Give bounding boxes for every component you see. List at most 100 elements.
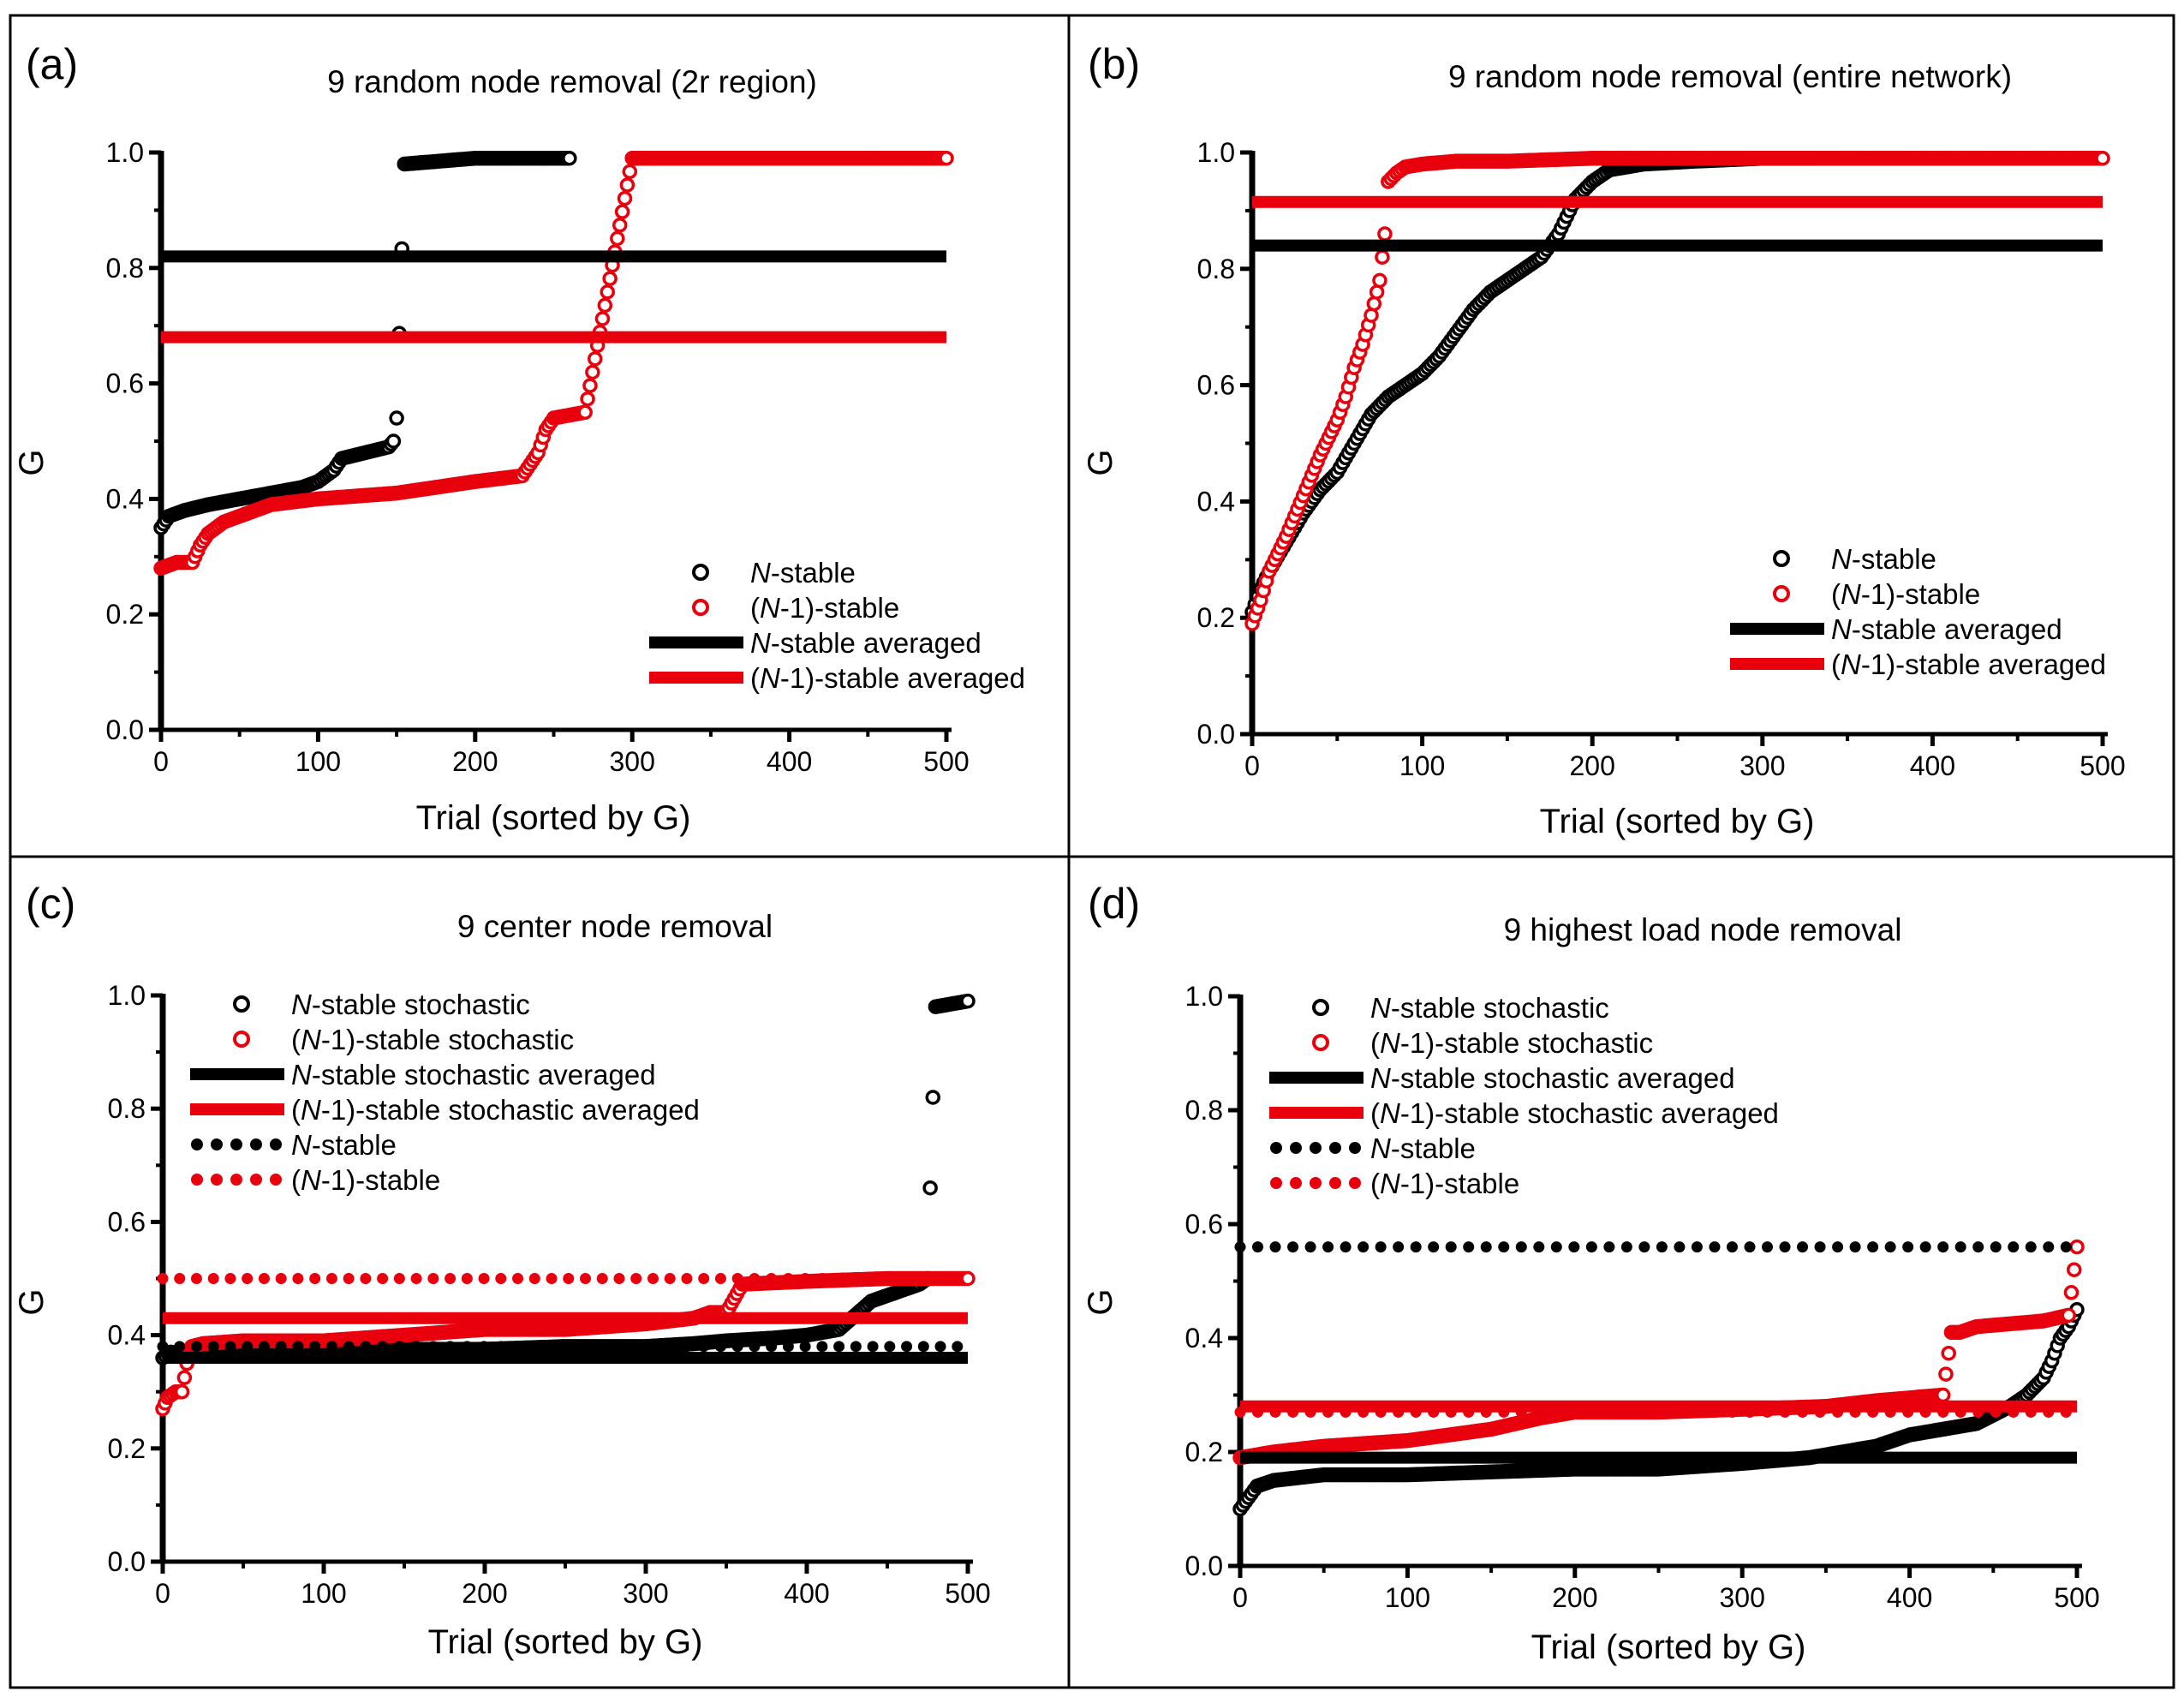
- data-point: [594, 311, 611, 326]
- dotted-line-dot: [749, 1273, 761, 1284]
- dotted-line-dot: [275, 1273, 287, 1284]
- dotted-line-dot: [360, 1273, 372, 1284]
- dotted-line-dot: [934, 1273, 946, 1284]
- x-tick-label: 100: [295, 746, 341, 777]
- data-point: [1935, 1387, 1951, 1403]
- legend-dot: [270, 1174, 282, 1186]
- legend-label-rest: -stable stochastic averaged: [1391, 1062, 1735, 1094]
- x-axis-label: Trial (sorted by G): [428, 1623, 703, 1661]
- legend-label-italic: N: [760, 592, 780, 624]
- data-point: [612, 218, 628, 233]
- dotted-line-dot: [1954, 1406, 1966, 1418]
- dotted-line-dot: [410, 1273, 422, 1284]
- panel-label: (d): [1088, 880, 1140, 928]
- x-tick-label: 500: [923, 746, 969, 777]
- data-point: [1369, 284, 1385, 300]
- dotted-line-dot: [1269, 1241, 1281, 1253]
- legend-label-rest: -1)-stable: [780, 592, 899, 624]
- dotted-line-dot: [1252, 1406, 1264, 1418]
- data-point: [174, 1383, 190, 1400]
- dotted-line-dot: [664, 1273, 676, 1284]
- data-point: [960, 1270, 976, 1287]
- legend-dot: [191, 1174, 203, 1186]
- legend-label-rest: -stable stochastic averaged: [312, 1059, 656, 1091]
- legend-dot: [1329, 1177, 1341, 1189]
- dotted-line-dot: [749, 1341, 761, 1353]
- dotted-line-dot: [884, 1273, 896, 1284]
- legend-label-italic: N: [1831, 543, 1852, 575]
- dotted-line-dot: [1919, 1406, 1931, 1418]
- dotted-line-dot: [1709, 1406, 1721, 1418]
- dotted-line-dot: [190, 1341, 202, 1353]
- legend-label: N-stable stochastic averaged: [1370, 1062, 1735, 1094]
- legend-label-italic: N: [301, 1024, 321, 1055]
- dotted-line-dot: [546, 1273, 558, 1284]
- legend-label-pre: (: [750, 592, 760, 624]
- legend-label: (N-1)-stable: [750, 592, 899, 624]
- panel-b: (b) 9 random node removal (entire network…: [1067, 14, 2175, 858]
- legend-item: (N-1)-stable stochastic averaged: [190, 1094, 700, 1126]
- dotted-line-dot: [1762, 1406, 1774, 1418]
- y-tick-label: 1.0: [106, 137, 144, 168]
- x-tick-label: 400: [784, 1578, 829, 1609]
- dotted-line-dot: [1304, 1241, 1316, 1253]
- x-tick-label: 400: [1887, 1582, 1932, 1613]
- dotted-line-dot: [596, 1341, 608, 1353]
- x-tick-label: 400: [767, 746, 812, 777]
- legend: N-stable stochastic(N-1)-stable stochast…: [1269, 992, 1779, 1199]
- dotted-line-dot: [1393, 1241, 1405, 1253]
- legend-label: N-stable: [750, 557, 856, 589]
- dotted-line-dot: [1533, 1406, 1545, 1418]
- x-tick-label: 200: [462, 1578, 507, 1609]
- dotted-line-dot: [1937, 1241, 1949, 1253]
- data-point: [588, 351, 603, 367]
- dotted-line-dot: [1585, 1241, 1597, 1253]
- dotted-line-dot: [580, 1341, 591, 1353]
- legend-label-pre: (: [291, 1094, 301, 1126]
- data-point: [176, 1370, 193, 1385]
- dotted-line-dot: [207, 1341, 219, 1353]
- dotted-line-dot: [596, 1273, 608, 1284]
- dotted-line-dot: [546, 1341, 558, 1353]
- legend-item: (N-1)-stable stochastic: [1312, 1027, 1653, 1059]
- dotted-line-dot: [242, 1273, 254, 1284]
- data-point: [580, 391, 595, 407]
- dotted-line-dot: [207, 1273, 219, 1284]
- data-point: [960, 993, 976, 1009]
- legend-dot: [1349, 1177, 1361, 1189]
- dotted-line-dot: [1410, 1241, 1422, 1253]
- legend-item: N-stable: [191, 1129, 397, 1161]
- dotted-line-dot: [1797, 1241, 1809, 1253]
- dotted-line-dot: [258, 1273, 270, 1284]
- dotted-line-dot: [1726, 1406, 1738, 1418]
- dotted-line-dot: [1919, 1241, 1931, 1253]
- dotted-line-dot: [1410, 1406, 1422, 1418]
- legend-label: N-stable averaged: [1831, 613, 2062, 645]
- dotted-line-dot: [1990, 1241, 2002, 1253]
- dotted-line-dot: [1867, 1406, 1879, 1418]
- y-tick-label: 0.8: [1185, 1095, 1223, 1126]
- legend-label-pre: (: [1370, 1097, 1380, 1129]
- legend-label-rest: -stable: [1852, 543, 1936, 575]
- legend-label-pre: (: [1370, 1027, 1380, 1059]
- y-tick-label: 0.2: [106, 599, 144, 630]
- data-point: [577, 404, 593, 421]
- dotted-line-dot: [934, 1341, 946, 1353]
- x-tick-label: 200: [1552, 1582, 1597, 1613]
- dotted-line-dot: [1867, 1241, 1879, 1253]
- dotted-line-dot: [1814, 1241, 1826, 1253]
- dotted-line-dot: [1656, 1406, 1668, 1418]
- legend-dot: [1310, 1142, 1322, 1154]
- legend-dot: [1270, 1177, 1282, 1189]
- legend-item: (N-1)-stable stochastic averaged: [1269, 1097, 1779, 1129]
- y-tick-label: 0.6: [106, 368, 144, 399]
- x-tick-label: 0: [1244, 750, 1260, 781]
- data-point: [622, 164, 638, 180]
- data-point: [614, 204, 630, 219]
- dotted-line-dot: [360, 1341, 372, 1353]
- dotted-line-dot: [1463, 1241, 1475, 1253]
- legend-label-italic: N: [1370, 1132, 1391, 1164]
- dotted-line-dot: [427, 1273, 439, 1284]
- y-tick-label: 0.0: [1197, 719, 1235, 750]
- dotted-line-dot: [2025, 1406, 2037, 1418]
